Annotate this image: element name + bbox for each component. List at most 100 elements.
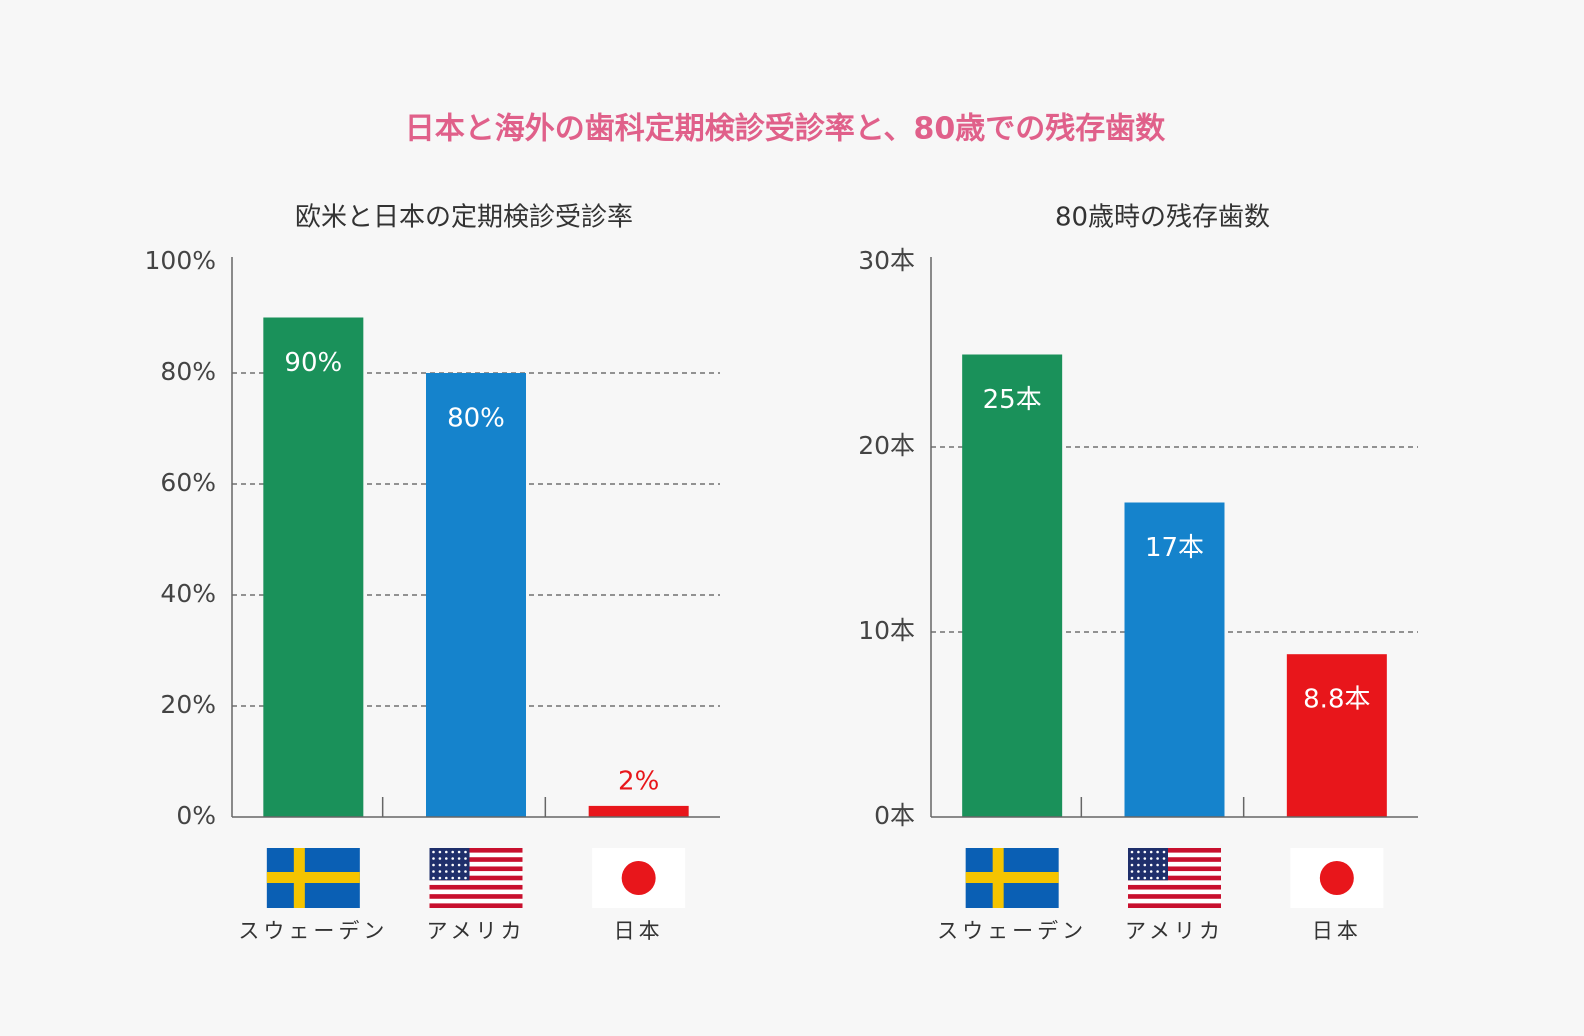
value-label: 90% (284, 348, 342, 378)
flag-star (432, 870, 435, 873)
flag-star (1130, 876, 1134, 880)
flag-star (1162, 863, 1166, 867)
flag-star (451, 857, 455, 860)
flag-star (1130, 850, 1134, 854)
flag-star (1143, 850, 1147, 854)
flag-star (1149, 870, 1153, 873)
flag-star (432, 863, 435, 867)
flag-cross (965, 872, 1059, 883)
flag-star (1137, 857, 1140, 860)
flag-star (464, 870, 467, 873)
flag-stripe (429, 894, 523, 899)
y-tick-label: 0% (176, 801, 216, 830)
flag-star (457, 863, 461, 867)
flag-star (451, 870, 455, 873)
value-label: 17本 (1145, 533, 1204, 563)
y-tick-label: 10本 (858, 616, 915, 645)
flag-star (457, 870, 461, 873)
flag-star (1143, 857, 1147, 860)
y-tick-label: 30本 (858, 246, 915, 275)
flag-star (1156, 850, 1159, 854)
flag (965, 848, 1059, 908)
flag-star (432, 850, 435, 854)
flag-star (1162, 857, 1166, 860)
bar (426, 373, 526, 817)
flag-star (1149, 863, 1153, 867)
flag-stripe (1128, 875, 1221, 881)
flag-cross (992, 848, 1004, 908)
y-tick-label: 60% (160, 468, 216, 497)
flag-star (451, 850, 455, 854)
flag-star (1137, 870, 1140, 873)
flag-stripe (1128, 848, 1221, 853)
flag-star (445, 863, 448, 867)
flag-star (1162, 870, 1166, 873)
y-tick-label: 40% (160, 579, 216, 608)
flag-star (445, 876, 448, 880)
flag-star (445, 850, 448, 854)
page-title: 日本と海外の歯科定期検診受診率と、80歳での残存歯数 (405, 112, 1167, 147)
x-tick-label: スウェーデン (937, 919, 1087, 943)
flag-star (1162, 850, 1166, 854)
value-label: 80% (447, 404, 505, 434)
flag-star (1137, 876, 1140, 880)
flag-star (457, 876, 461, 880)
flag-star (464, 863, 467, 867)
flag-star (1156, 876, 1159, 880)
flag-stripe (429, 884, 523, 890)
chart-title: 80歳時の残存歯数 (1055, 203, 1270, 233)
flag-star (1156, 857, 1159, 860)
flag-cross (293, 848, 305, 908)
y-tick-label: 80% (160, 357, 216, 386)
flag-star (1143, 863, 1147, 867)
flag-star (457, 857, 461, 860)
x-tick-label: アメリカ (1125, 919, 1224, 943)
bar (588, 805, 689, 817)
flag-star (1130, 863, 1134, 867)
flag-star (432, 876, 435, 880)
flag-star (451, 876, 455, 880)
flag-star (438, 857, 442, 860)
flag-cross (266, 872, 360, 883)
flag-star (1143, 876, 1147, 880)
bar (1286, 654, 1387, 817)
flag-star (1137, 850, 1140, 854)
chart-title: 欧米と日本の定期検診受診率 (295, 203, 633, 233)
flag-star (457, 850, 461, 854)
x-tick-label: 日本 (1312, 919, 1362, 943)
flag-star (1162, 876, 1166, 880)
flag (266, 848, 360, 908)
bar (962, 354, 1063, 817)
flag-star (1149, 876, 1153, 880)
flag-star (1130, 857, 1134, 860)
flag-stripe (1128, 857, 1221, 862)
flag (1128, 848, 1221, 908)
flag-star (1137, 863, 1140, 867)
y-tick-label: 100% (145, 246, 216, 275)
flag-star (1130, 870, 1134, 873)
flag-stripe (429, 857, 523, 862)
y-tick-label: 20% (160, 690, 216, 719)
x-tick-label: アメリカ (427, 919, 526, 943)
flag-canton (1128, 848, 1168, 881)
flag (429, 848, 523, 908)
flag-star (438, 850, 442, 854)
flag-star (464, 850, 467, 854)
x-tick-label: 日本 (614, 919, 664, 943)
flag-star (438, 876, 442, 880)
flag-star (1149, 857, 1153, 860)
flag-star (1156, 863, 1159, 867)
flag-star (445, 857, 448, 860)
flag-star (445, 870, 448, 873)
flag-stripe (1128, 866, 1221, 872)
flag-sun (621, 861, 656, 895)
x-tick-label: スウェーデン (238, 919, 388, 943)
flag-star (464, 857, 467, 860)
flag-stripe (429, 848, 523, 853)
flag-stripe (429, 875, 523, 881)
value-label: 25本 (983, 385, 1042, 415)
flag-star (1149, 850, 1153, 854)
y-tick-label: 20本 (858, 431, 915, 460)
bar (263, 317, 364, 817)
flag-canton (429, 848, 470, 881)
